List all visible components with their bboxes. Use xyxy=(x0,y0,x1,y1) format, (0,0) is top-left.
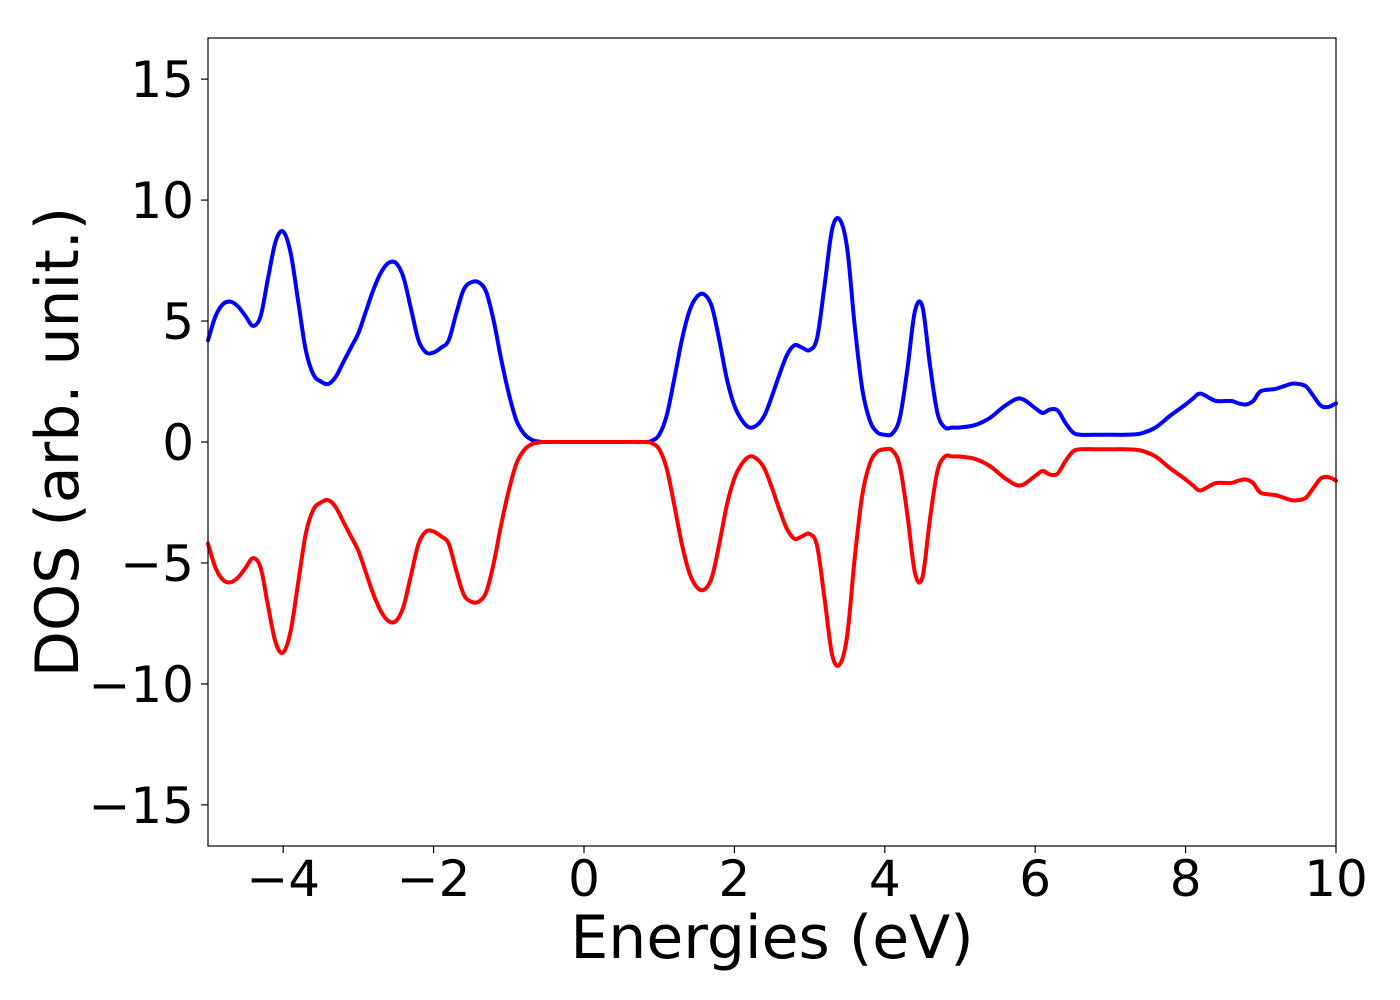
y-tick-label: −5 xyxy=(120,535,194,593)
x-tick-label: 6 xyxy=(1019,850,1051,908)
y-tick-label: −15 xyxy=(88,777,194,835)
y-tick-label: −10 xyxy=(88,656,194,714)
x-tick-label: 2 xyxy=(718,850,750,908)
x-tick-label: 0 xyxy=(568,850,600,908)
y-tick-label: 10 xyxy=(130,172,194,230)
y-tick-label: 15 xyxy=(130,51,194,109)
x-tick-label: 4 xyxy=(869,850,901,908)
y-tick-label: 0 xyxy=(162,414,194,472)
x-axis-title: Energies (eV) xyxy=(570,903,973,973)
series-layer xyxy=(206,216,1338,668)
x-tick-label: −4 xyxy=(246,850,320,908)
series-line-negative xyxy=(206,439,1338,668)
x-axis: −4 −2 0 2 4 6 8 10 xyxy=(246,846,1368,908)
y-axis-title: DOS (arb. unit.) xyxy=(23,207,93,677)
x-tick-label: 10 xyxy=(1304,850,1368,908)
y-tick-label: 5 xyxy=(162,293,194,351)
y-axis: −15 −10 −5 0 5 10 15 xyxy=(88,51,208,835)
series-line-positive xyxy=(206,216,1338,445)
x-tick-label: −2 xyxy=(397,850,471,908)
x-tick-label: 8 xyxy=(1170,850,1202,908)
